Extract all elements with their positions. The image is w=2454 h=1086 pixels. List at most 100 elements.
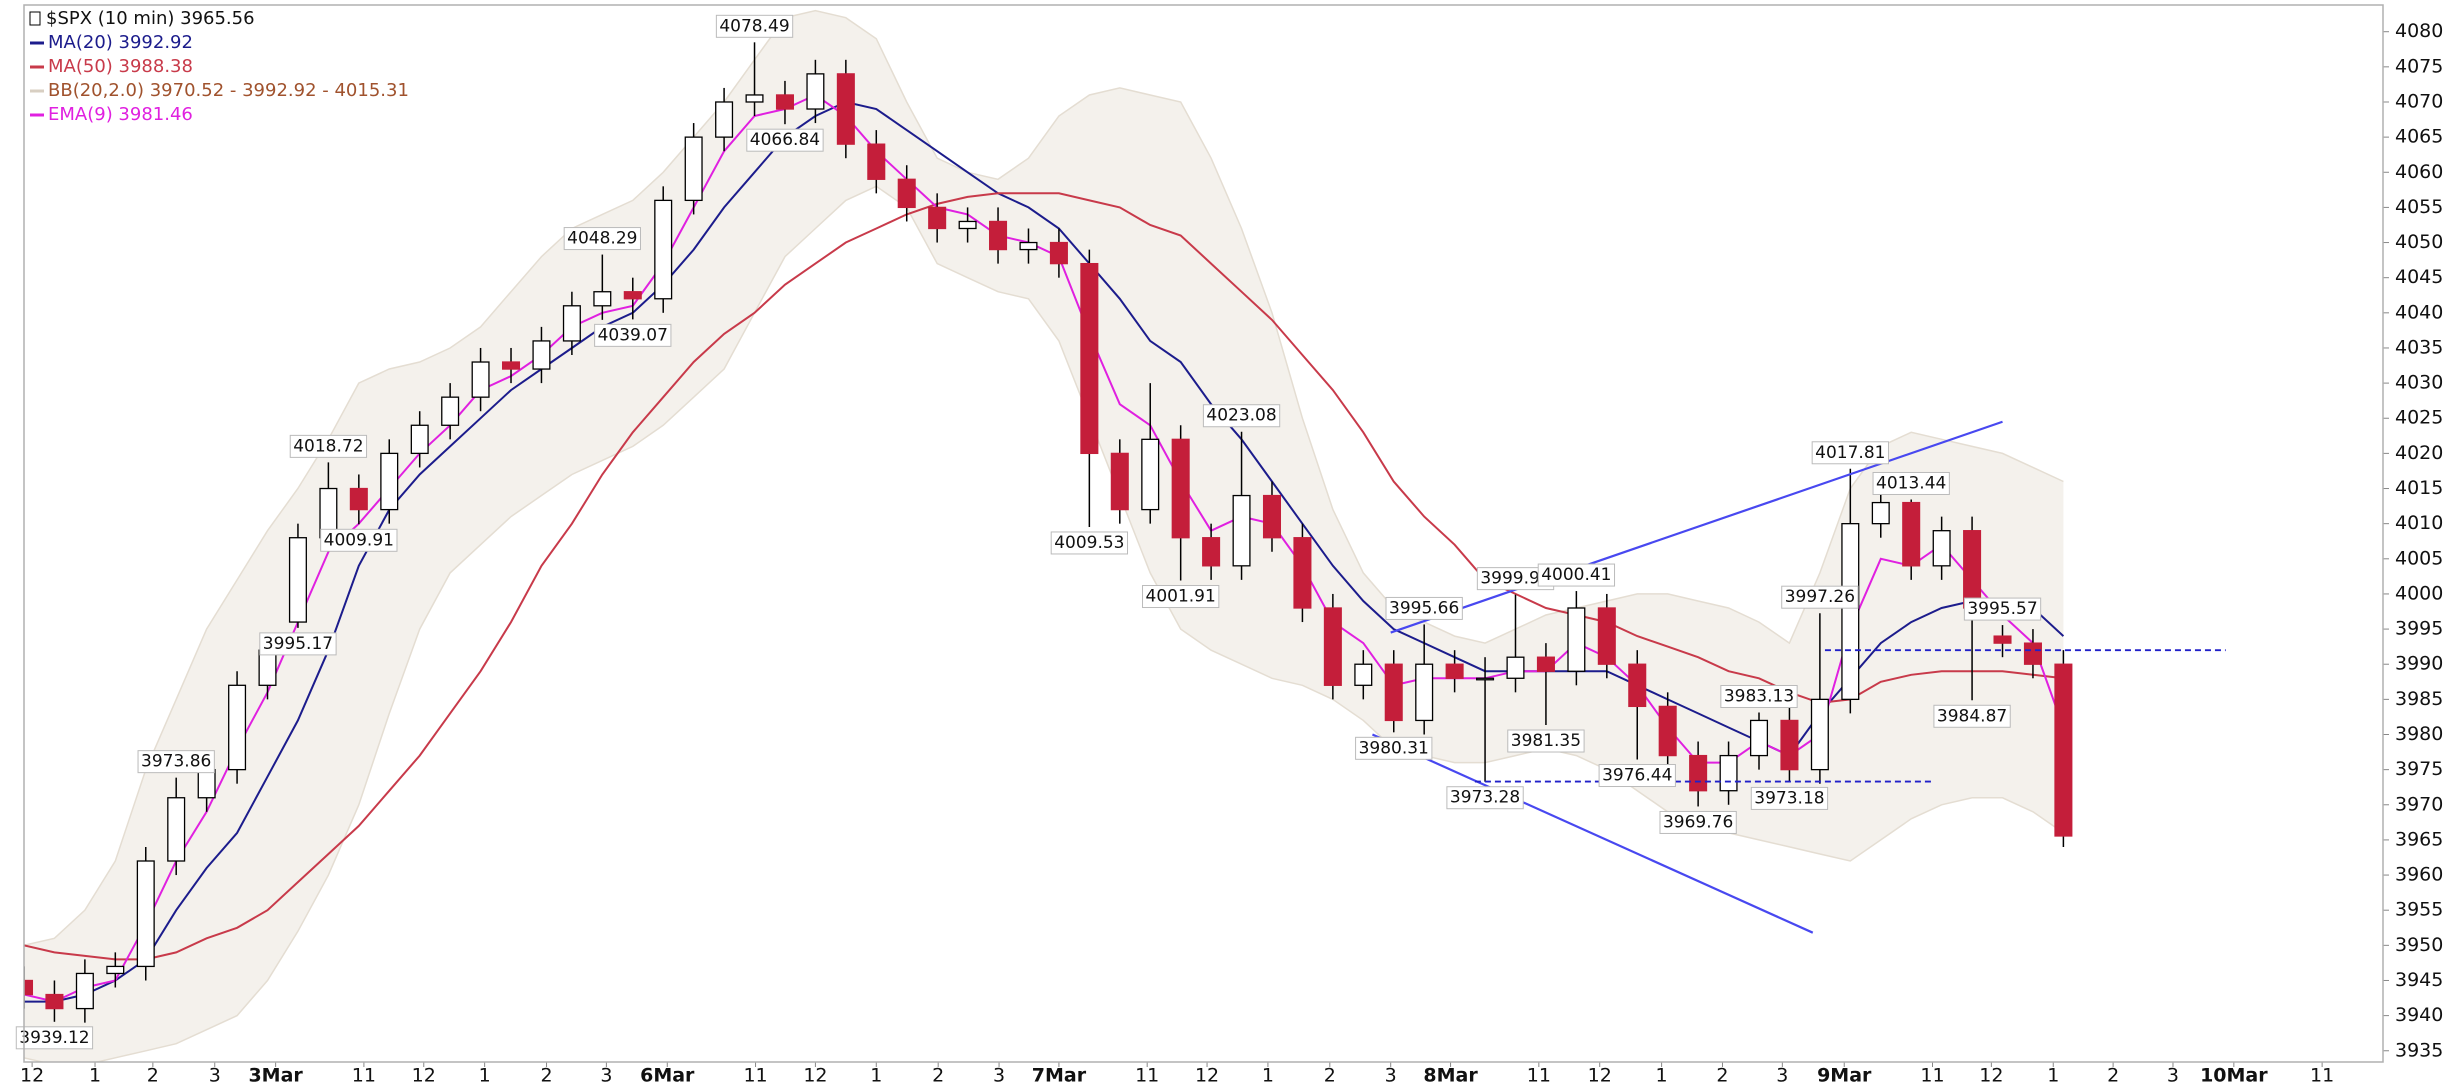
annotation-label: 3995.17	[263, 634, 333, 654]
y-tick-label: 3945	[2395, 969, 2443, 991]
annotation-label: 4018.72	[293, 436, 363, 456]
candle-body	[1019, 241, 1038, 251]
annotation-box	[563, 227, 641, 251]
legend-title: $SPX (10 min) 3965.56	[46, 8, 255, 29]
x-tick-label: 12	[412, 1065, 436, 1086]
annotation: 4001.91	[1142, 585, 1220, 609]
y-tick-label: 4075	[2395, 55, 2443, 77]
annotation: 3980.31	[1355, 736, 1433, 760]
x-tick-label: 2	[147, 1065, 159, 1086]
candle-body	[1749, 719, 1769, 757]
x-tick-label: 3	[600, 1065, 612, 1086]
candle-body	[45, 993, 64, 1010]
candle-body	[2023, 642, 2042, 665]
annotation-label: 4009.91	[324, 530, 394, 550]
annotation-box	[289, 434, 368, 458]
y-tick-label: 4030	[2395, 372, 2443, 394]
candle-body	[258, 649, 277, 686]
candle-body	[715, 101, 734, 138]
annotation-box	[1963, 597, 2042, 621]
y-tick-label: 4025	[2395, 407, 2443, 429]
annotation-label: 4013.44	[1876, 473, 1946, 493]
annotation-box	[1050, 531, 1129, 555]
annotation-label: 3995.57	[1967, 599, 2037, 619]
annotation-box	[1811, 441, 1889, 465]
annotation-label: 4017.81	[1815, 443, 1885, 463]
candle-body	[349, 487, 368, 511]
x-tick-label: 9Mar	[1817, 1065, 1872, 1086]
annotation-label: 3997.26	[1785, 587, 1855, 607]
legend-bg	[26, 7, 406, 119]
y-tick-label: 3935	[2395, 1039, 2443, 1061]
y-tick-label: 4040	[2395, 301, 2443, 323]
candle-body	[1323, 607, 1342, 686]
annotation-label: 4009.53	[1054, 533, 1124, 553]
annotation-label: 3973.28	[1450, 788, 1520, 808]
y-tick-label: 3970	[2395, 793, 2443, 815]
candle-body	[1354, 663, 1373, 686]
annotation-box	[1872, 471, 1950, 495]
annotation-label: 4001.91	[1146, 587, 1216, 607]
annotation-box	[320, 528, 398, 552]
candle-body	[1536, 656, 1555, 672]
candle-body	[136, 860, 155, 968]
legend-label: MA(20) 3992.92	[48, 32, 193, 53]
annotation-box	[137, 750, 215, 774]
candle-body	[1415, 663, 1434, 722]
x-tick-label: 12	[1979, 1065, 2003, 1086]
plot-frame	[23, 4, 2384, 1063]
x-tick-label: 8Mar	[1423, 1065, 1478, 1086]
x-tick-label: 12	[803, 1065, 827, 1086]
candle-body	[1932, 530, 1951, 567]
candle-body	[684, 136, 703, 202]
y-tick-label: 4035	[2395, 336, 2443, 358]
annotation-box	[746, 128, 824, 152]
annotation-box	[1446, 786, 1524, 810]
candle-body	[836, 73, 855, 145]
x-tick-label: 1	[1262, 1065, 1274, 1086]
candle-body	[1841, 523, 1860, 701]
candle-body	[1293, 537, 1312, 609]
legend-label: MA(50) 3988.38	[48, 56, 193, 77]
x-tick-label: 2	[540, 1065, 552, 1086]
annotation: 3983.13	[1720, 685, 1798, 709]
annotation-label: 4048.29	[567, 229, 637, 249]
y-tick-label: 4000	[2395, 582, 2443, 604]
y-tick-label: 4055	[2395, 196, 2443, 218]
annotation: 3973.28	[1446, 786, 1524, 810]
candle-body	[75, 972, 94, 1010]
y-tick-label: 4070	[2395, 90, 2443, 112]
annotation-box	[1659, 810, 1737, 834]
x-tick-label: 6Mar	[640, 1065, 695, 1086]
candle-body	[2054, 663, 2073, 837]
x-tick-label: 1	[2047, 1065, 2059, 1086]
x-tick-label: 1	[870, 1065, 882, 1086]
annotation: 4023.08	[1202, 404, 1281, 428]
annotation: 3995.57	[1963, 597, 2042, 621]
annotation-box	[1750, 786, 1829, 810]
candle-body	[1445, 663, 1464, 679]
x-tick-label: 11	[352, 1065, 376, 1086]
x-tick-label: 11	[1920, 1065, 1944, 1086]
y-tick-label: 3940	[2395, 1004, 2443, 1026]
annotation-label: 3984.87	[1937, 706, 2007, 726]
annotation-box	[1720, 685, 1798, 709]
annotation: 4039.07	[594, 323, 672, 347]
y-tick-label: 3960	[2395, 864, 2443, 886]
x-tick-label: 2	[1716, 1065, 1728, 1086]
candle-body	[441, 396, 460, 426]
candle-body	[1810, 698, 1829, 771]
annotation: 3973.86	[137, 750, 215, 774]
y-tick-label: 4010	[2395, 512, 2443, 534]
candle-body	[1171, 438, 1190, 539]
y-tick-label: 4005	[2395, 547, 2443, 569]
candle-body	[501, 361, 521, 370]
candle-body	[288, 537, 307, 623]
candle-body	[1597, 607, 1616, 665]
plot-area: 3935 3940 3945 3950 3955 3960 3965 3970 3975 3980…	[15, 7, 2443, 1086]
annotation: 4000.41	[1537, 563, 1616, 587]
annotation: 4013.44	[1872, 471, 1950, 495]
candle-body	[806, 73, 825, 110]
annotation: 3984.87	[1933, 704, 2011, 728]
